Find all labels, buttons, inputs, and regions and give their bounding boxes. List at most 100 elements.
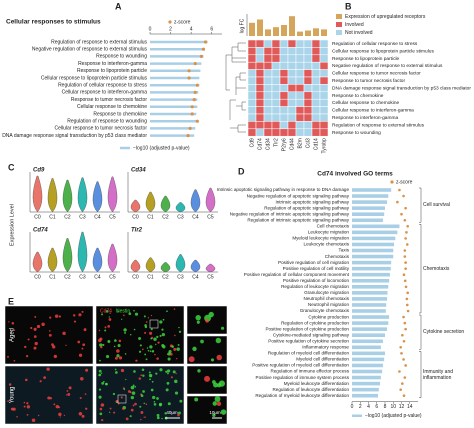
cell-signal [167,357,171,361]
x-tick-label: C5 [109,214,116,220]
cell [263,76,273,85]
cell [303,113,313,122]
violin [175,254,186,273]
cell [303,128,313,137]
dot [404,364,407,367]
violin [32,251,43,273]
cell-signal [149,378,151,381]
dot [403,218,407,222]
cell-signal [147,349,150,352]
cell [247,121,257,130]
column-label: Cd9 [249,138,255,147]
category-label: DNA damage response signal transduction … [2,133,147,139]
cell [247,106,257,115]
dot [404,327,407,331]
cell-signal [48,330,51,332]
cell-signal [49,316,52,319]
cell-signal [43,376,47,380]
category-label: Positive regulation of cell migration [278,260,349,265]
cell-signal [138,337,142,340]
violin [47,178,58,213]
cell-signal [33,327,37,331]
cell-signal [153,403,157,406]
bar [352,333,385,337]
bar [352,309,386,313]
cell [311,128,321,137]
column-label: Tlr2 [273,138,279,147]
dot [405,303,409,307]
dot [187,69,191,73]
x-tick-label: 6 [375,404,378,410]
violin [190,259,201,273]
cell-signal [80,377,84,381]
category-label: Granulocyte chemotaxis [300,308,350,313]
category-label: Inflammatory response [302,345,349,350]
cell-signal [41,322,45,327]
cell-signal [59,416,61,418]
cell-signal [58,315,62,318]
cell-signal [216,401,222,406]
bar [352,369,383,374]
dot [404,285,408,289]
cell-signal [16,416,18,418]
cell [319,76,329,85]
bar [352,303,387,307]
cell [319,121,329,130]
cell-signal [58,412,62,417]
cell [311,76,321,85]
dot [188,126,192,130]
cell-signal [216,383,222,388]
violin [47,247,58,273]
cell [287,47,297,56]
category-label: Regulation of leukocyte differentiation [272,387,349,392]
cell-signal [156,416,160,420]
x-tick-label: 2 [169,26,172,32]
cell [287,84,297,93]
cell [319,39,329,48]
cell-signal [168,350,172,354]
cell-signal [82,343,86,347]
cell-signal [173,308,176,310]
bar [352,351,385,356]
cell [247,39,257,48]
violin [62,238,73,273]
cell-signal [143,416,145,418]
cell [271,113,281,122]
cell-signal [140,418,142,421]
dot [400,212,403,216]
cell-signal [205,319,209,323]
cell-signal [98,374,100,377]
group-bracket [419,224,422,314]
cell-signal [99,337,103,341]
cell [255,76,265,85]
cell-signal [204,375,211,382]
group-label-box: Chemotaxis [423,266,449,272]
bar [249,22,255,36]
dot [186,134,190,138]
cell-signal [214,396,221,402]
cell-signal [36,324,41,329]
cell-signal [24,345,27,349]
cell [287,39,297,48]
category-label: Regulation of response to external stimu… [51,39,147,45]
group-label-box: Cell survival [423,202,450,208]
cell-signal [167,369,171,373]
cell [303,98,313,107]
cell [255,61,265,70]
dot [396,200,399,204]
dot [403,279,407,283]
cell-signal [107,339,111,343]
cell [311,61,321,70]
channel-label: Nestin [116,308,130,314]
cell [295,47,305,56]
dot [203,40,208,44]
cell-signal [139,344,142,347]
cell-signal [150,314,153,317]
cell-signal [100,403,105,407]
cell-signal [105,355,110,359]
cell-signal [149,331,153,335]
category-label: Leukocyte migration [308,230,350,235]
cell-signal [81,310,84,313]
cell [271,91,281,100]
category-label: Regulation of leukocyte migration [281,284,349,289]
